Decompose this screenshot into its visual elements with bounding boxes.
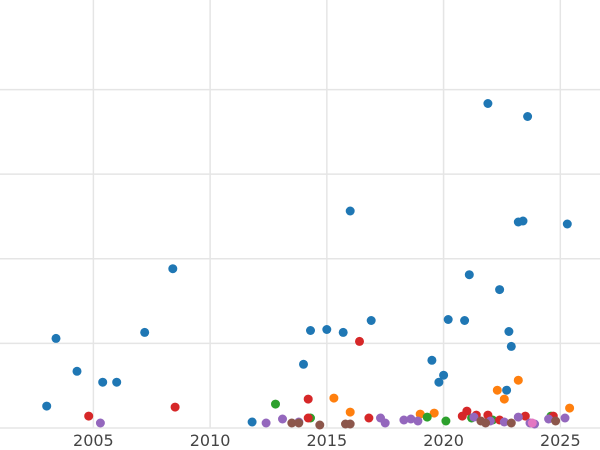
data-point	[460, 316, 470, 325]
data-point	[527, 418, 537, 428]
data-point	[355, 336, 364, 346]
data-point	[345, 206, 355, 216]
x-tick-label: 2015	[306, 431, 347, 450]
data-point	[413, 416, 423, 426]
data-point	[506, 418, 516, 428]
data-point	[170, 402, 180, 412]
data-point	[443, 315, 453, 324]
data-point	[520, 411, 530, 421]
data-point	[345, 419, 355, 429]
data-point	[464, 270, 474, 280]
data-points	[42, 99, 575, 430]
data-point	[462, 406, 472, 416]
data-point	[429, 408, 439, 418]
x-tick-labels: 2005 2010 2015 2020 2025	[73, 431, 581, 450]
data-point	[329, 393, 339, 403]
x-tick-label: 2025	[540, 431, 581, 450]
data-point	[513, 375, 523, 385]
data-point	[247, 417, 257, 427]
x-tick-label: 2005	[73, 431, 114, 450]
data-point	[513, 412, 523, 422]
data-point	[306, 326, 315, 335]
data-point	[504, 327, 514, 336]
data-point	[98, 377, 108, 387]
data-point	[399, 415, 409, 425]
grid	[0, 0, 600, 429]
data-point	[294, 418, 304, 428]
data-point	[441, 416, 451, 426]
data-point	[492, 385, 502, 395]
data-point	[380, 418, 390, 428]
data-point	[278, 414, 287, 424]
data-point	[303, 394, 313, 404]
x-tick-label: 2010	[190, 431, 231, 450]
data-point	[364, 413, 374, 423]
data-point	[499, 394, 509, 404]
data-point	[84, 411, 94, 421]
data-point	[51, 333, 61, 343]
data-point	[168, 264, 178, 274]
data-point	[560, 413, 570, 423]
data-point	[299, 359, 308, 369]
data-point	[502, 385, 512, 395]
data-point	[481, 418, 491, 428]
data-point	[261, 418, 271, 428]
data-point	[518, 216, 528, 226]
data-point	[406, 414, 416, 424]
data-point	[422, 412, 432, 422]
data-point	[140, 327, 150, 337]
data-point	[499, 417, 509, 427]
data-point	[506, 341, 516, 351]
data-point	[42, 401, 52, 411]
data-point	[95, 418, 105, 428]
data-point	[439, 370, 449, 380]
data-point	[434, 377, 444, 387]
x-tick-label: 2020	[423, 431, 464, 450]
data-point	[271, 399, 280, 409]
data-point	[287, 418, 297, 428]
data-point	[562, 219, 572, 229]
data-point	[303, 413, 313, 423]
data-point	[112, 377, 122, 387]
data-point	[338, 327, 348, 337]
data-point	[345, 407, 355, 417]
data-point	[523, 112, 533, 121]
data-point	[565, 403, 575, 413]
data-point	[72, 366, 82, 376]
data-point	[315, 420, 325, 430]
data-point	[495, 285, 505, 295]
data-point	[415, 409, 425, 419]
data-point	[366, 316, 376, 325]
data-point	[322, 325, 332, 334]
data-point	[469, 412, 479, 422]
data-point	[544, 414, 554, 424]
data-point	[427, 355, 437, 365]
data-point	[551, 416, 561, 426]
data-point	[483, 99, 493, 108]
